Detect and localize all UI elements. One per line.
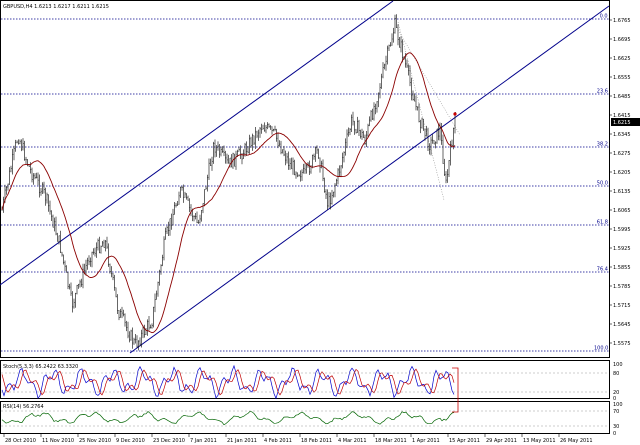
rsi-scale-label: 70: [613, 409, 619, 415]
stoch-scale-label: 20: [613, 390, 619, 396]
price-label: 1.5645: [613, 322, 631, 328]
trend-helper-line: [397, 29, 461, 136]
time-label: 29 Apr 2011: [486, 438, 517, 444]
price-label: 1.6275: [613, 151, 631, 157]
chart-title: GBPUSD,H4 1.6213 1.6217 1.6211 1.6215: [3, 4, 109, 10]
fib-level-label: 61.8: [597, 220, 608, 226]
fibonacci-lines: 0.0 23.6 38.2 50.0 61.8 76.4 100.0: [1, 14, 609, 352]
time-label: 23 Dec 2010: [153, 438, 185, 444]
rsi-indicator: [1, 411, 455, 426]
stoch-main-line: [1, 364, 455, 400]
time-label: 15 Apr 2011: [449, 438, 480, 444]
time-label: 1 Apr 2011: [412, 438, 440, 444]
rsi-label: RSI(14) 56.2764: [3, 404, 44, 410]
stoch-scale-label: 80: [613, 371, 619, 377]
signal-marker: [453, 112, 457, 116]
rsi-scale-label: 30: [613, 424, 619, 430]
stoch-panel-frame: [0, 360, 610, 399]
time-label: 21 Jan 2011: [227, 438, 257, 444]
rsi-panel-frame: [0, 401, 610, 434]
time-label: 13 May 2011: [523, 438, 556, 444]
price-label: 1.6135: [613, 189, 631, 195]
rsi-scale-label: 0: [613, 431, 616, 437]
price-label: 1.6625: [613, 56, 631, 62]
stochastic-oscillator: [1, 364, 455, 400]
price-label: 1.6485: [613, 94, 631, 100]
fib-level-label: 0.0: [600, 14, 608, 20]
rsi-scale-label: 100: [613, 402, 623, 408]
price-channel[interactable]: [0, 0, 610, 354]
annotations: [452, 112, 459, 413]
price-axis: 1.6765 1.6695 1.6625 1.6555 1.6485 1.6415 1.63…: [609, 18, 631, 347]
stoch-scale-label: 0: [613, 396, 616, 402]
fib-level-label: 100.0: [594, 346, 608, 352]
time-label: 18 Feb 2011: [301, 438, 332, 444]
time-label: 28 Oct 2010: [5, 438, 36, 444]
fib-level-label: 76.4: [597, 267, 608, 273]
price-label: 1.6555: [613, 75, 631, 81]
price-label: 1.5715: [613, 303, 631, 309]
time-label: 26 May 2011: [560, 438, 593, 444]
time-label: 4 Feb 2011: [264, 438, 292, 444]
time-label: 4 Mar 2011: [338, 438, 367, 444]
trend-helper-line: [397, 21, 445, 201]
price-label: 1.6695: [613, 37, 631, 43]
price-label: 1.5995: [613, 227, 631, 233]
stoch-scale-label: 100: [613, 362, 623, 368]
price-label: 1.6065: [613, 208, 631, 214]
price-label: 1.5785: [613, 284, 631, 290]
price-label: 1.6205: [613, 170, 631, 176]
ma-line: [1, 52, 456, 334]
time-label: 7 Jan 2011: [190, 438, 217, 444]
price-label: 1.5855: [613, 265, 631, 271]
stoch-label: Stoch(5,3,3) 65.2422 63.3320: [3, 364, 78, 370]
price-label: 1.6415: [613, 113, 631, 119]
time-label: 11 Nov 2010: [42, 438, 74, 444]
channel-lower-line: [129, 5, 610, 354]
stoch-signal-line: [1, 368, 455, 396]
time-label: 25 Nov 2010: [79, 438, 111, 444]
price-label: 1.6765: [613, 18, 631, 24]
fib-level-label: 23.6: [597, 89, 608, 95]
divergence-bracket: [452, 367, 459, 413]
price-label: 1.5925: [613, 246, 631, 252]
time-label: 9 Dec 2010: [116, 438, 145, 444]
price-label: 1.5575: [613, 341, 631, 347]
rsi-line: [1, 411, 455, 426]
channel-upper-line: [0, 0, 394, 286]
price-bars: [1, 14, 456, 351]
time-axis: 28 Oct 2010 11 Nov 2010 25 Nov 2010 9 Dec 2…: [3, 434, 593, 444]
main-chart-frame: [0, 0, 610, 358]
current-price-marker: [611, 118, 640, 126]
moving-average: [1, 52, 456, 334]
fib-level-label: 50.0: [597, 181, 608, 187]
price-label: 1.6345: [613, 132, 631, 138]
current-price-label: 1.6215: [613, 120, 631, 126]
time-label: 18 Mar 2011: [375, 438, 407, 444]
fib-level-label: 38.2: [597, 142, 608, 148]
